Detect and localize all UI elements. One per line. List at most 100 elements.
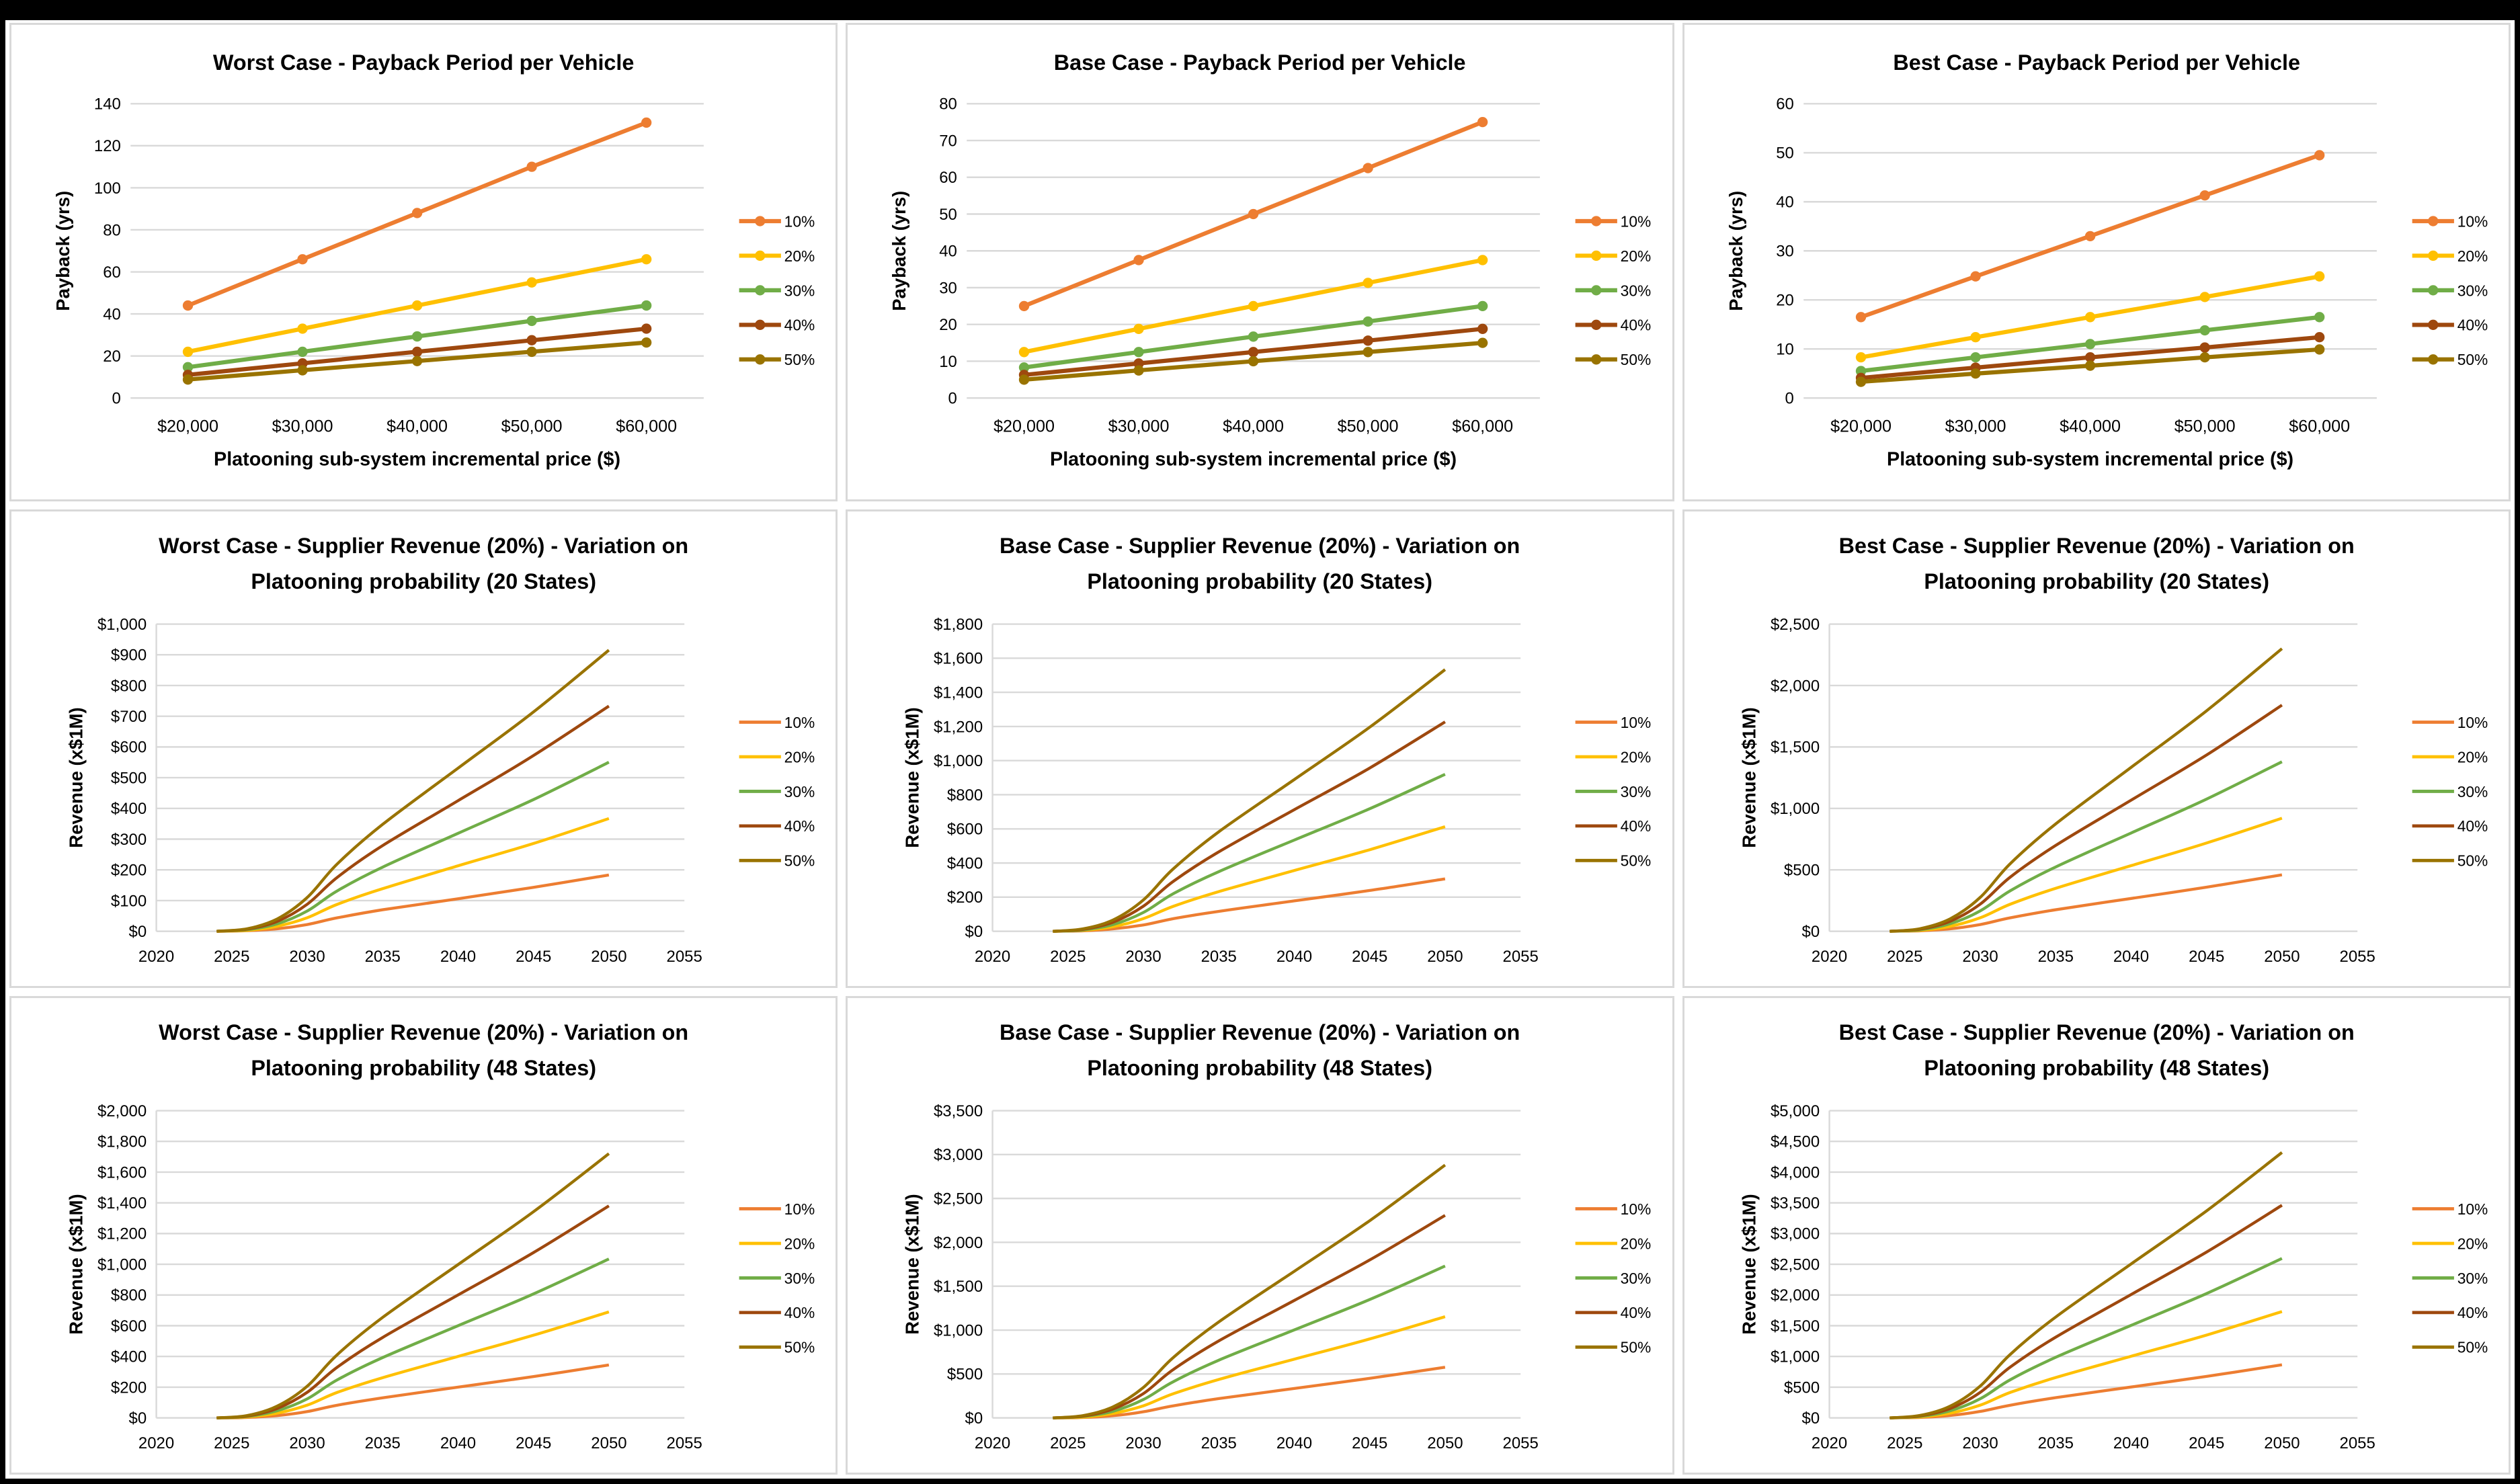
data-point [411, 356, 423, 366]
y-tick-label: 140 [94, 95, 121, 114]
x-tick-label: 2030 [289, 1434, 325, 1452]
legend-label: 30% [2457, 1270, 2488, 1287]
legend-marker [2427, 250, 2439, 261]
x-tick-label: 2050 [591, 1434, 626, 1452]
legend-marker [2427, 285, 2439, 296]
legend-label: 30% [784, 282, 815, 299]
y-tick-label: 20 [940, 316, 958, 334]
x-tick-label: 2055 [1503, 948, 1539, 966]
data-point [1019, 374, 1030, 385]
y-tick-label: 40 [1776, 194, 1794, 212]
chart-title: Platooning probability (20 States) [251, 569, 596, 593]
data-point [1477, 300, 1488, 312]
y-axis-title: Payback (yrs) [52, 191, 73, 311]
legend-marker [2427, 319, 2439, 330]
data-point [1019, 347, 1030, 358]
x-tick-label: $20,000 [993, 417, 1055, 436]
y-tick-label: $1,000 [1771, 800, 1820, 818]
data-point [2199, 325, 2210, 336]
data-point [2199, 342, 2210, 353]
x-tick-label: 2040 [1276, 948, 1312, 966]
chart-title: Platooning probability (48 States) [1924, 1056, 2269, 1080]
data-point [2314, 332, 2324, 343]
x-tick-label: $40,000 [387, 417, 448, 436]
chart-title: Worst Case - Payback Period per Vehicle [213, 50, 634, 75]
x-tick-label: 2045 [516, 1434, 551, 1452]
x-tick-label: $40,000 [2060, 417, 2121, 436]
data-point [641, 337, 652, 348]
x-tick-label: 2025 [1050, 1434, 1086, 1452]
y-tick-label: 30 [940, 279, 958, 297]
data-point [1855, 312, 1866, 323]
legend-label: 40% [1621, 817, 1652, 835]
y-tick-label: $1,800 [934, 616, 983, 634]
legend-label: 20% [784, 748, 815, 766]
y-tick-label: 10 [1776, 341, 1794, 359]
y-tick-label: $1,800 [97, 1133, 147, 1151]
x-tick-label: 2050 [1428, 948, 1463, 966]
x-tick-label: 2035 [2037, 1434, 2073, 1452]
x-tick-label: 2040 [440, 1434, 476, 1452]
data-point [1019, 300, 1030, 312]
legend-label: 50% [2457, 351, 2488, 368]
x-tick-label: 2025 [1050, 948, 1086, 966]
legend-label: 50% [784, 351, 815, 368]
y-tick-label: $800 [111, 1286, 147, 1305]
x-tick-label: $60,000 [1453, 417, 1514, 436]
legend-label: 10% [1621, 714, 1652, 731]
y-tick-label: $400 [111, 800, 147, 818]
y-tick-label: $900 [111, 647, 147, 665]
legend-label: 50% [1621, 351, 1652, 368]
legend-label: 10% [784, 212, 815, 230]
data-point [1019, 362, 1030, 373]
y-tick-label: $3,000 [934, 1146, 983, 1164]
chart-title: Platooning probability (20 States) [1924, 569, 2269, 593]
data-point [2314, 271, 2324, 282]
series-line-50pct [216, 649, 610, 933]
chart-svg: Base Case - Supplier Revenue (20%) - Var… [902, 1020, 1652, 1452]
series-line-40pct [1053, 720, 1447, 933]
x-tick-label: 2045 [2189, 1434, 2224, 1452]
y-tick-label: $3,500 [934, 1102, 983, 1120]
legend-label: 20% [784, 247, 815, 265]
series-line-40pct [1889, 1204, 2283, 1419]
data-point [411, 346, 423, 358]
x-tick-label: $60,000 [616, 417, 677, 436]
x-axis-title: Platooning sub-system incremental price … [1887, 449, 2293, 470]
data-point [2084, 360, 2095, 371]
y-tick-label: $1,000 [934, 1321, 983, 1339]
legend-marker [2427, 354, 2439, 365]
data-point [297, 346, 308, 358]
data-point [526, 335, 537, 345]
y-tick-label: $1,500 [1771, 1317, 1820, 1335]
data-point [1477, 337, 1488, 348]
x-tick-label: $20,000 [1830, 417, 1892, 436]
y-tick-label: 10 [940, 353, 958, 371]
data-point [2199, 292, 2210, 302]
legend-marker [1591, 216, 1602, 226]
data-point [1248, 347, 1259, 358]
y-tick-label: $500 [947, 1366, 983, 1384]
legend-label: 10% [784, 1200, 815, 1218]
data-point [2084, 339, 2095, 349]
y-axis-title: Revenue (x$1M) [902, 1194, 923, 1334]
y-tick-label: $1,200 [97, 1225, 147, 1243]
chart-svg: Best Case - Supplier Revenue (20%) - Var… [1738, 534, 2488, 966]
data-point [526, 315, 537, 327]
x-tick-label: 2020 [1812, 1434, 1847, 1452]
series-line-20pct [1053, 825, 1446, 933]
x-tick-label: $40,000 [1223, 417, 1284, 436]
x-tick-label: 2055 [667, 948, 702, 966]
y-tick-label: $1,000 [1771, 1348, 1820, 1366]
data-point [1133, 255, 1145, 265]
y-tick-label: 0 [112, 390, 121, 408]
x-tick-label: 2050 [591, 948, 626, 966]
legend-label: 30% [1621, 783, 1652, 800]
data-point [1363, 316, 1374, 327]
series-line-40pct [216, 1204, 610, 1419]
data-point [182, 362, 194, 372]
legend-label: 20% [1621, 247, 1652, 265]
y-tick-label: $700 [111, 708, 147, 726]
y-tick-label: $1,600 [934, 650, 983, 668]
x-tick-label: $30,000 [272, 417, 333, 436]
